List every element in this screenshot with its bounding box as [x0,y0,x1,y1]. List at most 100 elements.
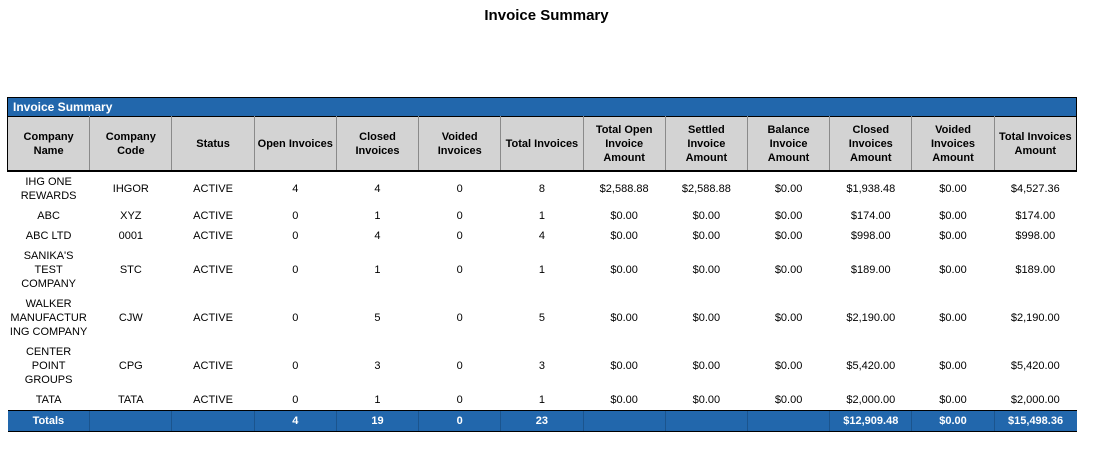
column-header: Closed Invoices [335,116,420,172]
column-header: Settled Invoice Amount [664,116,748,172]
totals-cell: Totals [7,410,90,432]
table-cell: CENTER POINT GROUPS [7,342,90,390]
table-cell: $998.00 [994,226,1077,246]
totals-cell [89,410,172,432]
table-cell: 3 [336,342,419,390]
table-title: Invoice Summary [13,100,113,114]
column-header: Closed Invoices Amount [829,116,913,172]
table-cell: $998.00 [829,226,912,246]
column-header: Voided Invoices [418,116,502,172]
table-cell: 0 [418,342,501,390]
table-header: Company Name Company Code Status Open Invoi… [6,116,1078,172]
table-cell: TATA [7,390,90,411]
table-row: ABC LTD 0001 ACTIVE 0 4 0 4 $0.00 $0.00 $0.00 $998… [7,226,1077,246]
table-cell: $0.00 [665,294,748,342]
table-cell: $0.00 [911,246,995,294]
table-cell: 1 [336,206,419,226]
table-row: TATA TATA ACTIVE 0 1 0 1 $0.00 $0.00 $0.00 $2,000.… [7,390,1077,411]
table-cell: 8 [500,171,584,206]
totals-cell: $15,498.36 [993,410,1077,432]
table-cell: ACTIVE [171,206,255,226]
table-cell: WALKER MANUFACTURING COMPANY [7,294,90,342]
table-footer: Totals 4 19 0 23 $12,909.48 $0.00 $15,498.36 [7,410,1077,432]
table-cell: 1 [500,390,584,411]
table-cell: $0.00 [583,342,666,390]
table-cell: ACTIVE [171,294,255,342]
table-cell: $0.00 [911,342,995,390]
table-cell: $0.00 [747,226,830,246]
table-cell: $2,190.00 [994,294,1077,342]
table-cell: 1 [500,246,584,294]
table-cell: ACTIVE [171,226,255,246]
column-header: Total Invoices [500,116,584,172]
table-cell: $0.00 [747,206,830,226]
page-title: Invoice Summary [484,7,609,24]
table-cell: $2,000.00 [829,390,912,411]
table-cell: 0 [418,246,501,294]
table-cell: ACTIVE [171,171,255,206]
table-title-bar: Invoice Summary [7,97,1077,116]
table-cell: TATA [89,390,172,411]
totals-cell: 0 [418,410,501,432]
invoice-summary-report: Invoice Summary Company Name Company Code… [6,97,1078,432]
column-header: Company Code [89,116,173,172]
table-cell: $0.00 [665,226,748,246]
table-body: IHG ONE REWARDS IHGOR ACTIVE 4 4 0 8 $2,588.88 $… [7,171,1077,411]
table-cell: 0 [418,226,501,246]
totals-cell: $0.00 [911,410,995,432]
table-cell: $0.00 [747,246,830,294]
table-cell: $0.00 [665,390,748,411]
totals-cell: 4 [253,410,337,432]
table-cell: CJW [89,294,172,342]
table-cell: $174.00 [994,206,1077,226]
table-cell: 0 [254,246,337,294]
table-row: WALKER MANUFACTURING COMPANY CJW ACTIVE 0 5 0… [7,294,1077,342]
table-cell: 0 [254,390,337,411]
table-cell: 1 [336,390,419,411]
table-cell: $0.00 [583,294,666,342]
table-cell: $0.00 [911,294,995,342]
table-cell: STC [89,246,172,294]
table-cell: 4 [254,171,337,206]
table-cell: $2,588.88 [665,171,748,206]
table-cell: 1 [500,206,584,226]
table-row: SANIKA'S TEST COMPANY STC ACTIVE 0 1 0 1 $0.00 $… [7,246,1077,294]
table-cell: IHG ONE REWARDS [7,171,90,206]
table-cell: 4 [336,171,419,206]
table-cell: $0.00 [747,390,830,411]
table-cell: $0.00 [911,171,995,206]
column-header: Status [171,116,255,172]
table-cell: IHGOR [89,171,172,206]
table-row: ABC XYZ ACTIVE 0 1 0 1 $0.00 $0.00 $0.00 $174.00 $0… [7,206,1077,226]
table-cell: 1 [336,246,419,294]
table-header-row: Company Name Company Code Status Open Invoi… [6,116,1078,172]
table-cell: 5 [500,294,584,342]
column-header: Total Invoices Amount [993,116,1078,172]
table-cell: ABC [7,206,90,226]
table-cell: ACTIVE [171,342,255,390]
table-cell: $5,420.00 [829,342,912,390]
table-cell: $0.00 [911,390,995,411]
table-cell: 0001 [89,226,172,246]
totals-cell: 19 [335,410,419,432]
table-cell: $0.00 [747,294,830,342]
table-cell: 0 [254,206,337,226]
table-cell: 0 [418,171,501,206]
table-cell: CPG [89,342,172,390]
column-header: Balance Invoice Amount [746,116,831,172]
table-cell: ACTIVE [171,246,255,294]
table-cell: $0.00 [665,206,748,226]
table-cell: $174.00 [829,206,912,226]
table-cell: 0 [254,294,337,342]
table-cell: $0.00 [583,246,666,294]
table-cell: 0 [254,342,337,390]
table-cell: $5,420.00 [994,342,1077,390]
column-header: Company Name [6,116,91,172]
table-cell: $0.00 [911,206,995,226]
table-cell: $0.00 [583,206,666,226]
totals-cell [746,410,830,432]
table-cell: 0 [418,294,501,342]
totals-cell [664,410,748,432]
table-cell: 0 [254,226,337,246]
totals-cell: 23 [500,410,584,432]
